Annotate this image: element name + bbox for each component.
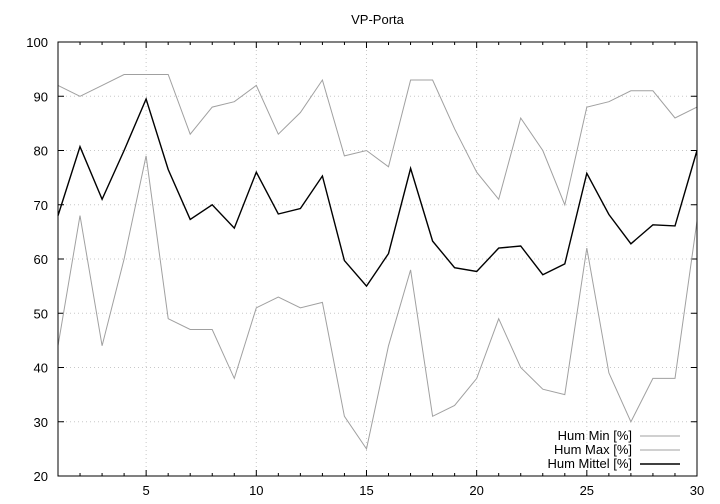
x-tick-label: 30 — [690, 483, 704, 498]
series-line-1 — [57, 74, 698, 207]
y-tick-label: 20 — [34, 469, 48, 484]
x-tick-label: 25 — [580, 483, 594, 498]
x-tick-label: 10 — [249, 483, 263, 498]
series-lines — [57, 74, 698, 451]
grid — [58, 42, 697, 476]
y-tick-label: 30 — [34, 415, 48, 430]
y-tick-label: 90 — [34, 89, 48, 104]
y-tick-label: 50 — [34, 306, 48, 321]
series-line-2 — [57, 96, 698, 288]
legend-label: Hum Min [%] — [558, 428, 632, 443]
plot-frame — [57, 41, 698, 477]
y-tick-label: 80 — [34, 144, 48, 159]
x-tick-label: 20 — [469, 483, 483, 498]
x-tick-label: 5 — [143, 483, 150, 498]
series-line-0 — [57, 155, 698, 451]
y-tick-label: 60 — [34, 252, 48, 267]
y-tick-label: 70 — [34, 198, 48, 213]
x-tick-label: 15 — [359, 483, 373, 498]
y-tick-label: 40 — [34, 361, 48, 376]
chart-title: VP-Porta — [351, 12, 405, 27]
axis-ticks: 20 30 40 50 60 70 80 90 100 5 10 15 20 25 30 — [26, 35, 704, 498]
legend-label: Hum Max [%] — [554, 442, 632, 457]
y-tick-label: 100 — [26, 35, 48, 50]
legend-label: Hum Mittel [%] — [547, 456, 632, 471]
legend: Hum Min [%]Hum Max [%]Hum Mittel [%] — [547, 428, 680, 471]
